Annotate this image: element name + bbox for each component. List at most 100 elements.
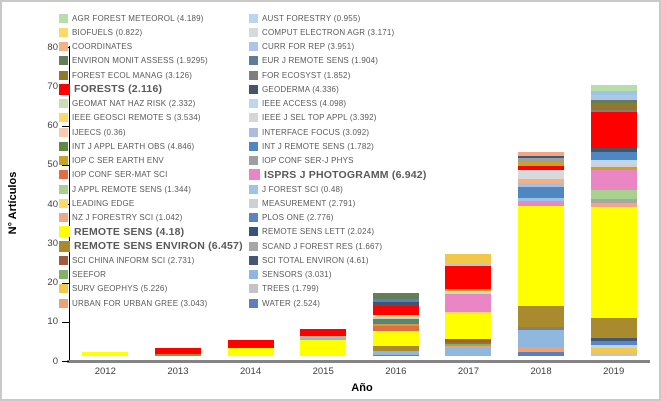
legend-swatch <box>249 156 258 165</box>
bar-segment <box>590 347 637 354</box>
bar-segment <box>518 165 565 171</box>
legend-item: IJEECS (0.36) <box>59 125 126 139</box>
bar-segment <box>590 353 637 356</box>
legend-item: SCAND J FOREST RES (1.667) <box>249 239 382 253</box>
y-tick-mark <box>62 282 69 284</box>
legend-swatch <box>249 255 258 265</box>
y-tick-label: 0 <box>52 355 58 367</box>
y-tick-label: 70 <box>47 80 58 92</box>
legend-swatch <box>249 13 258 23</box>
legend-item: IOP CONF SER-MAT SCI <box>59 168 168 182</box>
legend-swatch <box>249 298 258 308</box>
bar-segment <box>518 161 565 166</box>
legend-label: GEODERMA (4.336) <box>262 84 340 94</box>
legend-swatch <box>59 127 68 137</box>
bar-segment <box>590 85 637 91</box>
legend-swatch <box>59 213 68 222</box>
legend-label: URBAN FOR URBAN GREE (3.043) <box>72 298 208 308</box>
bar-segment <box>372 317 419 320</box>
bar-segment <box>590 206 637 318</box>
legend-swatch <box>249 99 258 108</box>
legend-item: WATER (2.524) <box>249 296 320 310</box>
bar-2013 <box>154 348 201 356</box>
legend-swatch <box>59 240 70 252</box>
legend-item: CURR FOR REP (3.951) <box>249 40 354 54</box>
legend-swatch <box>59 284 68 294</box>
legend-item: IEEE GEOSCI REMOTE S (3.534) <box>59 111 201 125</box>
bar-segment <box>590 112 637 148</box>
legend-item: LEADING EDGE <box>59 196 134 210</box>
bar-segment <box>518 206 565 307</box>
legend-item: FORESTS (2.116) <box>59 82 162 96</box>
bar-segment <box>445 266 492 289</box>
legend-swatch <box>249 270 258 279</box>
legend-swatch <box>59 99 68 108</box>
y-tick-mark <box>62 321 69 323</box>
bar-segment <box>445 314 492 340</box>
legend-swatch <box>249 241 258 251</box>
bar-segment <box>154 354 201 356</box>
bar-2015 <box>300 328 347 356</box>
bar-segment <box>445 311 492 315</box>
bar-segment <box>518 306 565 327</box>
legend-label: IEEE J SEL TOP APPL (3.392) <box>262 113 377 123</box>
legend-label: COMPUT ELECTRON AGR (3.171) <box>262 27 395 37</box>
legend-label: FORESTS (2.116) <box>74 83 163 96</box>
legend-swatch <box>249 84 258 94</box>
legend-label: FOR ECOSYST (1.852) <box>262 70 351 80</box>
legend-item: SCI TOTAL ENVIRON (4.61) <box>249 253 369 267</box>
legend-label: WATER (2.524) <box>262 298 321 308</box>
x-tick-label: 2015 <box>312 366 334 377</box>
legend-item: BIOFUELS (0.822) <box>59 25 142 39</box>
bar-segment <box>518 352 565 356</box>
bar-segment <box>590 202 637 207</box>
y-tick-label: 50 <box>47 159 58 171</box>
bar-segment <box>590 340 637 345</box>
legend-label: REMOTE SENS ENVIRON (6.457) <box>74 240 243 252</box>
bar-2016 <box>372 293 419 356</box>
bar-segment <box>372 354 419 356</box>
legend-swatch <box>59 141 68 151</box>
x-axis-line <box>67 360 650 363</box>
legend-item: ISPRS J PHOTOGRAMM (6.942) <box>249 168 427 182</box>
bar-segment <box>590 198 637 203</box>
y-tick-mark <box>62 164 69 166</box>
bar-segment <box>445 288 492 292</box>
legend-label: SCI CHINA INFORM SCI (2.731) <box>72 255 195 265</box>
legend-item: J APPL REMOTE SENS (1.344) <box>59 182 191 196</box>
bar-segment <box>445 345 492 349</box>
y-tick-label: 80 <box>47 41 58 53</box>
legend-label: ENVIRON MONIT ASSESS (1.9295) <box>72 56 208 66</box>
bar-segment <box>445 254 492 264</box>
legend-label: CURR FOR REP (3.951) <box>262 42 355 51</box>
legend-swatch <box>59 184 68 194</box>
bar-segment <box>372 315 419 318</box>
bar-segment <box>300 335 347 339</box>
legend-swatch <box>59 56 68 66</box>
legend-item: TREES (1.799) <box>249 282 319 296</box>
bar-segment <box>518 326 565 330</box>
bar-2018 <box>518 152 565 356</box>
legend-item: J FOREST SCI (0.48) <box>249 182 343 196</box>
legend-label: LEADING EDGE <box>72 198 135 208</box>
legend-swatch <box>249 56 258 66</box>
legend-swatch <box>249 70 258 80</box>
legend-swatch <box>59 270 68 279</box>
bar-segment <box>590 337 637 341</box>
x-tick-label: 2017 <box>457 366 479 377</box>
legend-label: GEOMAT NAT HAZ RISK (2.332) <box>72 99 196 108</box>
y-tick-label: 60 <box>47 120 58 131</box>
legend-item: INT J APPL EARTH OBS (4.846) <box>59 139 194 153</box>
legend-swatch <box>59 13 68 23</box>
x-tick-label: 2018 <box>530 366 552 377</box>
legend-label: SCI TOTAL ENVIRON (4.61) <box>262 255 369 265</box>
bar-segment <box>590 110 637 113</box>
bar-segment <box>300 340 347 356</box>
bar-segment <box>372 305 419 316</box>
legend-item: AGR FOREST METEOROL (4.189) <box>59 11 204 25</box>
legend-item: INTERFACE FOCUS (3.092) <box>249 125 369 139</box>
bar-segment <box>590 159 637 165</box>
bar-segment <box>590 166 637 171</box>
x-tick-label: 2013 <box>167 366 189 377</box>
